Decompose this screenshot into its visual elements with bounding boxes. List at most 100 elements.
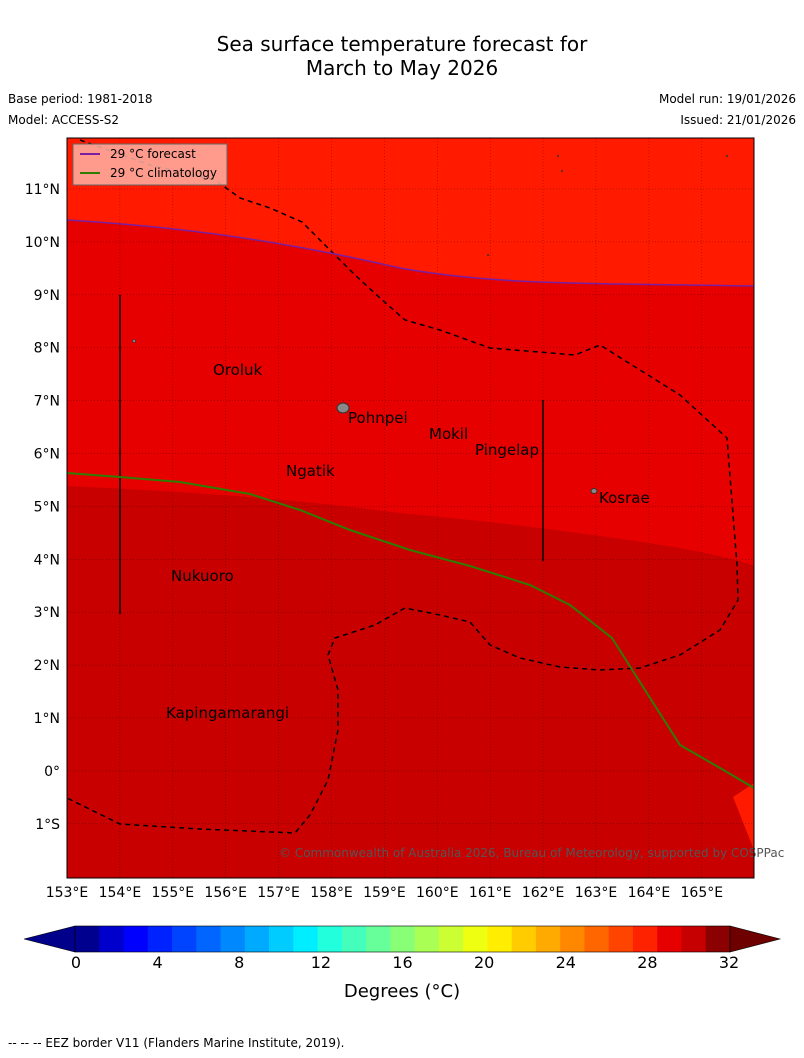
footer-note: -- -- -- EEZ border V11 (Flanders Marine…: [8, 1036, 345, 1050]
colorbar-segment: [681, 926, 707, 952]
lon-tick-label: 165°E: [681, 885, 724, 901]
lat-tick-label: 3°N: [34, 605, 60, 621]
colorbar-extend-low: [23, 925, 76, 953]
lon-tick-label: 155°E: [152, 885, 195, 901]
colorbar-segment: [244, 926, 270, 952]
lat-tick-label: 6°N: [34, 447, 60, 463]
place-label: Nukuoro: [171, 567, 234, 585]
kosrae-island: [590, 488, 598, 494]
legend-forecast-label: 29 °C forecast: [110, 147, 196, 161]
sst-region-28c: [67, 486, 754, 878]
legend-box: [72, 143, 228, 186]
sst-region-corner: [733, 783, 754, 850]
colorbar-segment: [293, 926, 319, 952]
lon-tick-label: 162°E: [522, 885, 565, 901]
colorbar-tick-label: 24: [555, 953, 576, 972]
colorbar-segment: [535, 926, 561, 952]
lon-tick-label: 158°E: [310, 885, 353, 901]
base-period: Base period: 1981-2018: [8, 92, 153, 106]
lat-tick-label: 1°N: [34, 711, 60, 727]
sst-field: [67, 138, 754, 878]
colorbar-segment: [705, 926, 731, 952]
lon-tick-label: 157°E: [257, 885, 300, 901]
map-frame: [66, 137, 755, 879]
place-label: Kosrae: [599, 489, 650, 507]
model-name: Model: ACCESS-S2: [8, 113, 120, 127]
lat-tick-label: 7°N: [34, 394, 60, 410]
colorbar-segment: [560, 926, 585, 952]
colorbar-segment: [438, 926, 464, 952]
lat-tick-label: 0°: [44, 764, 60, 780]
lon-tick-label: 159°E: [363, 885, 406, 901]
lat-tick-label: 5°N: [34, 499, 60, 515]
islet-icon: [487, 254, 489, 256]
colorbar-extend-high: [729, 925, 782, 953]
colorbar-segment: [390, 926, 416, 952]
copyright-note: © Commonwealth of Australia 2026, Bureau…: [279, 846, 784, 860]
colorbar-tick-label: 28: [637, 953, 658, 972]
colorbar-segment: [632, 926, 658, 952]
lat-tick-label: 11°N: [25, 182, 60, 198]
model-run: Model run: 19/01/2026: [658, 92, 796, 106]
legend-climatology-label: 29 °C climatology: [110, 166, 217, 180]
place-label: Mokil: [429, 425, 468, 443]
colorbar-tick-label: 4: [152, 953, 163, 972]
issued-date: Issued: 21/01/2026: [680, 113, 796, 127]
colorbar-segment: [608, 926, 634, 952]
colorbar-segment: [220, 926, 246, 952]
islet-icon: [132, 339, 136, 343]
lon-tick-label: 161°E: [469, 885, 512, 901]
colorbar-segment: [657, 926, 682, 952]
islet-icon: [561, 170, 563, 172]
lat-tick-label: 10°N: [25, 235, 60, 251]
islet-icon: [557, 155, 559, 157]
chart-title-line1: Sea surface temperature forecast for: [216, 32, 588, 56]
colorbar-segment: [147, 926, 173, 952]
place-label: Pingelap: [475, 441, 539, 459]
place-label: Kapingamarangi: [166, 704, 289, 722]
pohnpei-island: [336, 402, 350, 414]
colorbar-segment: [487, 926, 513, 952]
lat-tick-label: 2°N: [34, 658, 60, 674]
colorbar-segment: [172, 926, 197, 952]
colorbar-segment: [123, 926, 149, 952]
place-label: Ngatik: [286, 462, 335, 480]
colorbar-tick-label: 16: [392, 953, 413, 972]
colorbar: [23, 925, 782, 953]
place-label: Oroluk: [213, 361, 262, 379]
colorbar-segment: [75, 926, 100, 952]
lon-tick-label: 160°E: [416, 885, 459, 901]
lon-tick-label: 163°E: [575, 885, 618, 901]
place-label: Pohnpei: [348, 409, 408, 427]
colorbar-tick-label: 32: [718, 953, 740, 972]
lon-tick-label: 164°E: [628, 885, 671, 901]
colorbar-segment: [366, 926, 391, 952]
colorbar-tick-label: 12: [310, 953, 332, 972]
lat-tick-label: 1°S: [35, 817, 60, 833]
forecast-29c-line: [66, 219, 755, 287]
chart-title-line2: March to May 2026: [305, 56, 499, 80]
colorbar-segment: [584, 926, 610, 952]
lat-tick-label: 4°N: [34, 552, 60, 568]
colorbar-segment: [196, 926, 222, 952]
lon-tick-label: 153°E: [46, 885, 89, 901]
colorbar-segment: [463, 926, 488, 952]
colorbar-segment: [99, 926, 125, 952]
colorbar-segment: [317, 926, 343, 952]
colorbar-segment: [414, 926, 440, 952]
colorbar-segment: [269, 926, 294, 952]
colorbar-frame: [74, 925, 731, 953]
colorbar-tick-label: 8: [234, 953, 245, 972]
colorbar-tick-label: 20: [473, 953, 495, 972]
climatology-29c-line: [66, 472, 755, 789]
lon-tick-label: 154°E: [99, 885, 142, 901]
islet-icon: [726, 155, 728, 157]
colorbar-tick-label: 0: [70, 953, 82, 972]
colorbar-segment: [511, 926, 537, 952]
lon-tick-label: 156°E: [204, 885, 247, 901]
legend: 29 °C forecast 29 °C climatology: [72, 143, 228, 186]
colorbar-segment: [341, 926, 367, 952]
lat-tick-label: 9°N: [34, 288, 60, 304]
colorbar-title: Degrees (°C): [343, 981, 461, 1002]
